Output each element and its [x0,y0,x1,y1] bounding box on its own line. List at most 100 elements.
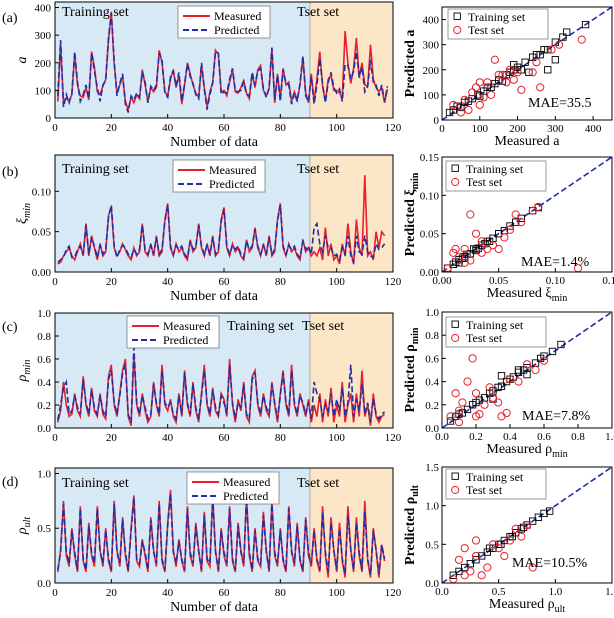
x-tick-label: 120 [385,276,402,288]
test-point [464,105,473,115]
training-point [491,79,499,88]
training-point [464,97,473,105]
training-point [483,83,491,92]
test-point [454,252,464,261]
x-tick-label: 0 [52,587,58,599]
y-tick-label: 0 [434,115,440,127]
y-tick-label: 200 [423,65,440,77]
identity-line [441,6,613,121]
legend-label-predicted: Predicted [209,177,254,191]
region-label-train: Training set [62,162,129,177]
y-tick-label: 1.0 [37,308,51,320]
training-point [497,382,506,390]
x-tick-label: 80 [275,276,287,288]
x-tick-label: 0.5 [492,586,506,598]
training-point [513,63,522,71]
training-point [517,525,525,533]
legend-swatch-test [451,333,460,343]
y-tick-label: 0.8 [425,330,439,342]
test-point [449,575,458,584]
test-point [494,398,503,407]
y-tick-label: 400 [423,15,440,27]
test-point [505,225,515,234]
test-point [502,408,511,418]
training-point [497,372,506,380]
x-tick-label: 0.05 [489,275,509,287]
y-tick-label: 0.0 [37,423,51,435]
test-point [487,90,496,99]
training-point [455,567,463,576]
test-point [475,78,484,87]
test-point [477,248,486,257]
training-point [551,56,559,64]
region-label-test: Tset set [302,319,344,334]
test-point [511,210,520,219]
legend-swatch-training [453,12,461,20]
test-point [449,100,458,110]
test-point [463,377,472,386]
x-tick-label: 20 [106,122,118,134]
test-point [475,100,484,110]
plot-frame [441,6,613,121]
x-tick-label: 20 [106,587,118,599]
training-point [514,366,523,374]
y-axis-label: Predicted a [403,30,418,98]
x-tick-label: 60 [219,587,231,599]
x-tick-label: 0.10 [546,275,566,287]
legend-box [445,468,547,500]
y-tick-label: 0.5 [425,539,439,551]
test-point [451,389,460,398]
test-point [505,375,515,384]
x-axis-label: Measured ρult [489,597,565,615]
test-point [446,412,455,421]
x-tick-label: 120 [385,587,402,599]
training-point [510,61,518,69]
y-tick-label: 0.0 [37,578,51,590]
series-predicted [57,204,386,266]
test-point [528,68,537,77]
training-point [476,92,484,100]
mae-label: MAE=7.8% [522,409,591,424]
y-tick-label: 0.4 [37,377,51,389]
test-point [494,544,503,553]
legend-label-test: Test set [466,483,503,497]
training-point [479,87,488,95]
y-tick-label: 0.15 [420,152,440,164]
legend-swatch-test [453,25,462,35]
test-point [500,551,509,561]
test-point [511,524,520,533]
region-label-test: Tset set [297,5,339,20]
legend-box [447,8,549,40]
training-point [506,222,514,230]
x-axis-label: Number of data [170,289,259,304]
y-tick-label: 0.6 [425,353,439,365]
legend-box [177,5,271,39]
x-tick-label: 0 [439,123,445,135]
identity-line [441,156,613,273]
test-point [528,206,537,215]
training-point [534,513,542,521]
y-tick-label: 0.4 [425,377,439,389]
test-point [483,78,492,87]
legend-box [126,315,220,349]
test-point [522,360,532,369]
training-point [544,66,552,74]
y-tick-label: 400 [35,3,52,15]
test-point [458,398,467,407]
test-point [488,393,498,402]
training-point [521,58,529,66]
training-point [525,68,533,76]
x-tick-label: 80 [275,587,287,599]
test-point [522,520,532,530]
legend-box [445,160,547,192]
x-tick-label: 100 [328,276,345,288]
test-point [488,241,498,250]
series-predicted [57,12,389,113]
training-point [563,28,571,36]
training-point [559,33,567,41]
legend-swatch-training [451,472,459,480]
test-point [480,400,489,409]
test-point [488,540,498,549]
